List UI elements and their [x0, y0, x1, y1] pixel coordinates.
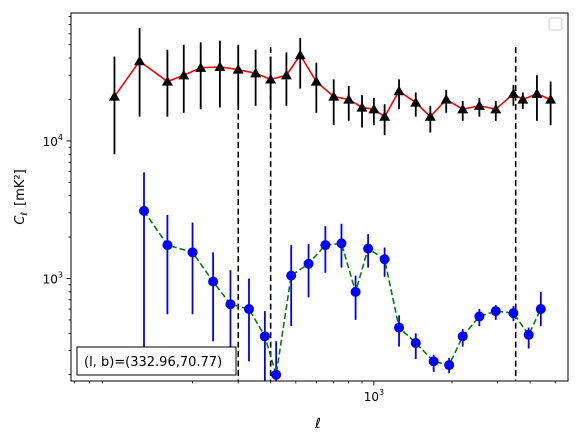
data-point: [444, 360, 455, 371]
series-line: [113, 53, 551, 118]
y-tick-label-base: 10: [43, 135, 58, 149]
y-tick-label-exp: 4: [58, 133, 63, 142]
data-point: [428, 356, 439, 367]
data-point: [161, 76, 173, 86]
data-point: [139, 205, 150, 216]
data-point: [545, 93, 557, 104]
axes-layer: [70, 12, 569, 382]
data-point: [294, 49, 306, 60]
data-point: [178, 69, 190, 80]
data-point: [531, 88, 543, 98]
y-tick-label: 104: [43, 133, 63, 149]
data-point: [265, 73, 277, 84]
y-axis-label-units: [mK²]: [13, 169, 28, 206]
data-point: [310, 76, 322, 86]
x-tick-label: 103: [364, 388, 384, 404]
data-point: [523, 329, 534, 340]
data-point: [410, 337, 421, 348]
data-point: [535, 304, 546, 315]
data-point: [134, 55, 146, 66]
data-point: [350, 286, 361, 297]
data-point: [457, 331, 468, 342]
data-point: [225, 299, 236, 310]
data-point: [424, 111, 436, 121]
data-point: [343, 93, 355, 104]
annotation-frame: [76, 346, 237, 376]
annotation-box: (l, b)=(332.96,70.77): [76, 346, 237, 376]
data-point: [328, 91, 340, 101]
data-point: [108, 91, 120, 101]
data-point: [368, 103, 380, 114]
x-tick-label-exp: 3: [379, 388, 384, 397]
data-point: [410, 97, 422, 107]
series-layer: [108, 28, 557, 381]
annotation-text: (l, b)=(332.96,70.77): [84, 355, 222, 370]
data-point: [440, 93, 452, 104]
data-point: [280, 69, 292, 80]
data-point: [517, 93, 529, 104]
data-point: [162, 240, 173, 251]
data-point: [250, 67, 262, 78]
y-tick-label: 103: [43, 271, 63, 287]
y-axis-label-sub: ℓ: [20, 212, 30, 217]
data-point: [490, 306, 501, 317]
data-point: [490, 103, 502, 114]
data-point: [474, 311, 485, 322]
data-point: [356, 101, 368, 112]
data-point: [243, 304, 254, 315]
data-point: [393, 85, 405, 96]
data-point: [379, 111, 391, 121]
legend-box: [548, 17, 563, 31]
y-tick-label-base: 10: [43, 273, 58, 287]
legend: [548, 17, 563, 31]
data-point: [271, 369, 282, 380]
data-point: [259, 331, 270, 342]
data-point: [457, 103, 469, 114]
data-point: [473, 100, 485, 110]
y-axis-label: Cℓ [mK²]: [13, 169, 30, 224]
x-axis-label-text: ℓ: [314, 416, 321, 432]
series-1: [108, 28, 557, 155]
data-point: [214, 61, 226, 72]
y-axis-label-main: C: [13, 215, 28, 225]
data-point: [208, 276, 219, 287]
plot-area-frame: [70, 12, 569, 382]
data-point: [195, 62, 207, 72]
x-axis-label: ℓ: [314, 416, 321, 432]
series-2: [139, 172, 546, 381]
data-point: [336, 238, 347, 249]
x-tick-label-base: 10: [364, 390, 379, 404]
y-tick-label-exp: 3: [58, 271, 63, 280]
data-point: [232, 64, 244, 74]
data-point: [508, 308, 519, 319]
data-point: [303, 258, 314, 269]
data-point: [320, 240, 331, 251]
data-point: [187, 247, 198, 258]
data-point: [286, 270, 297, 281]
data-point: [379, 254, 390, 265]
data-point: [363, 243, 374, 254]
data-point: [507, 88, 519, 98]
svg-text:Cℓ[mK²]: Cℓ [mK²]: [13, 169, 30, 224]
data-point: [394, 322, 405, 333]
